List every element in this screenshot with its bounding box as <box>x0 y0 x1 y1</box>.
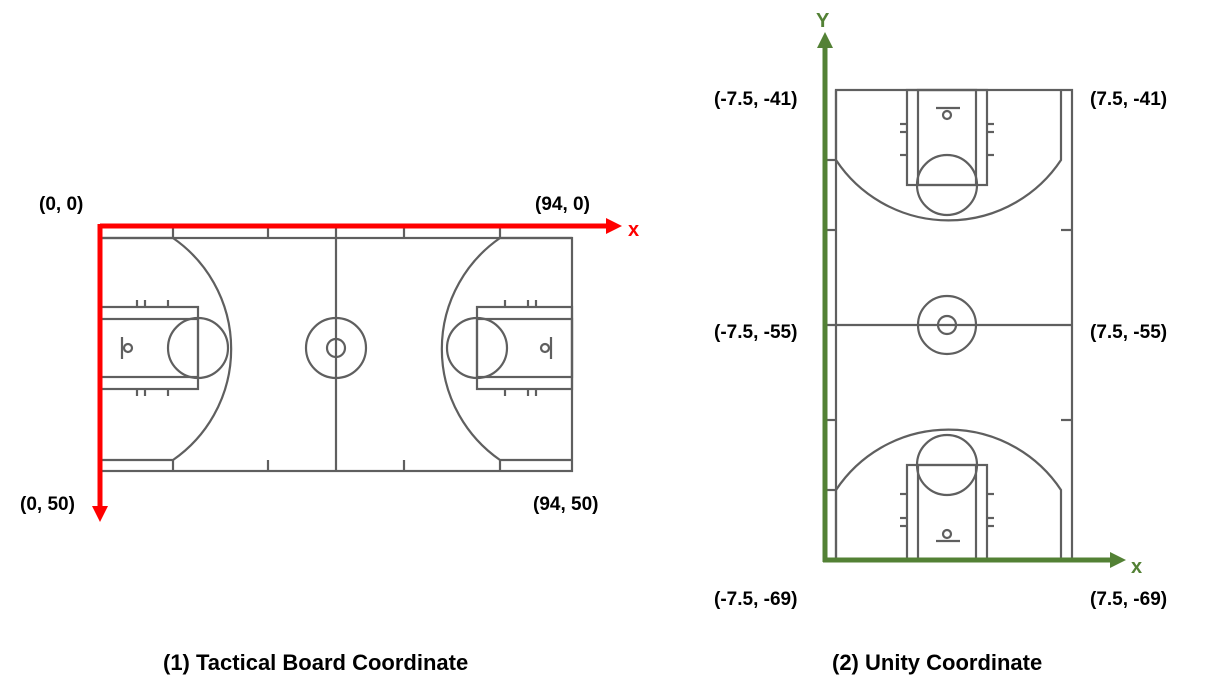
tactical-right-free-throw-circle <box>445 316 509 380</box>
tactical-right-rim <box>539 342 551 354</box>
unity-top-rim <box>941 109 953 121</box>
unity-center-inner-circle <box>936 314 958 336</box>
tactical-court <box>99 227 574 473</box>
unity-bottom-free-throw-circle <box>915 433 979 497</box>
tactical-right-three-point-arc <box>440 236 572 462</box>
unity-top-three-point-arc <box>834 90 1063 222</box>
tactical-y-axis-arrowhead <box>92 506 108 522</box>
unity-axes <box>817 32 1126 568</box>
unity-corner-top-left-label: (-7.5, -41) <box>714 89 798 110</box>
tactical-axes <box>92 218 622 522</box>
unity-top-key-inner <box>916 88 978 187</box>
unity-corner-bottom-right-label: (7.5, -69) <box>1090 589 1168 610</box>
unity-y-axis-arrowhead <box>817 32 833 48</box>
tactical-right-key-inner <box>475 317 574 379</box>
tactical-left-free-throw-circle <box>166 316 230 380</box>
tactical-x-axis-label: x <box>628 219 640 241</box>
unity-bottom-rim <box>941 528 953 540</box>
tactical-corner-bottom-right-label: (94, 50) <box>533 494 599 515</box>
unity-corner-bottom-left-label: (-7.5, -69) <box>714 589 798 610</box>
unity-court <box>825 88 1074 562</box>
tactical-corner-top-left-label: (0, 0) <box>39 194 84 215</box>
unity-corner-mid-left-label: (-7.5, -55) <box>714 322 798 343</box>
tactical-x-axis-arrowhead <box>606 218 622 234</box>
unity-caption: (2) Unity Coordinate <box>832 650 1043 675</box>
tactical-corner-bottom-left-label: (0, 50) <box>20 494 75 515</box>
tactical-corner-top-right-label: (94, 0) <box>535 194 590 215</box>
unity-bottom-key-inner <box>916 463 978 562</box>
unity-x-axis-arrowhead <box>1110 552 1126 568</box>
tactical-left-three-point-arc <box>101 236 233 462</box>
unity-center-circle <box>916 294 978 356</box>
unity-bottom-three-point-arc <box>834 428 1063 560</box>
unity-x-axis-label: x <box>1131 556 1143 578</box>
unity-y-axis-label: Y <box>816 10 830 32</box>
unity-corner-mid-right-label: (7.5, -55) <box>1090 322 1168 343</box>
tactical-center-circle <box>304 316 368 380</box>
unity-corner-top-right-label: (7.5, -41) <box>1090 89 1168 110</box>
tactical-center-inner-circle <box>325 337 347 359</box>
tactical-left-rim <box>122 342 134 354</box>
unity-top-free-throw-circle <box>915 153 979 217</box>
tactical-caption: (1) Tactical Board Coordinate <box>163 650 469 675</box>
tactical-left-key-inner <box>99 317 200 379</box>
